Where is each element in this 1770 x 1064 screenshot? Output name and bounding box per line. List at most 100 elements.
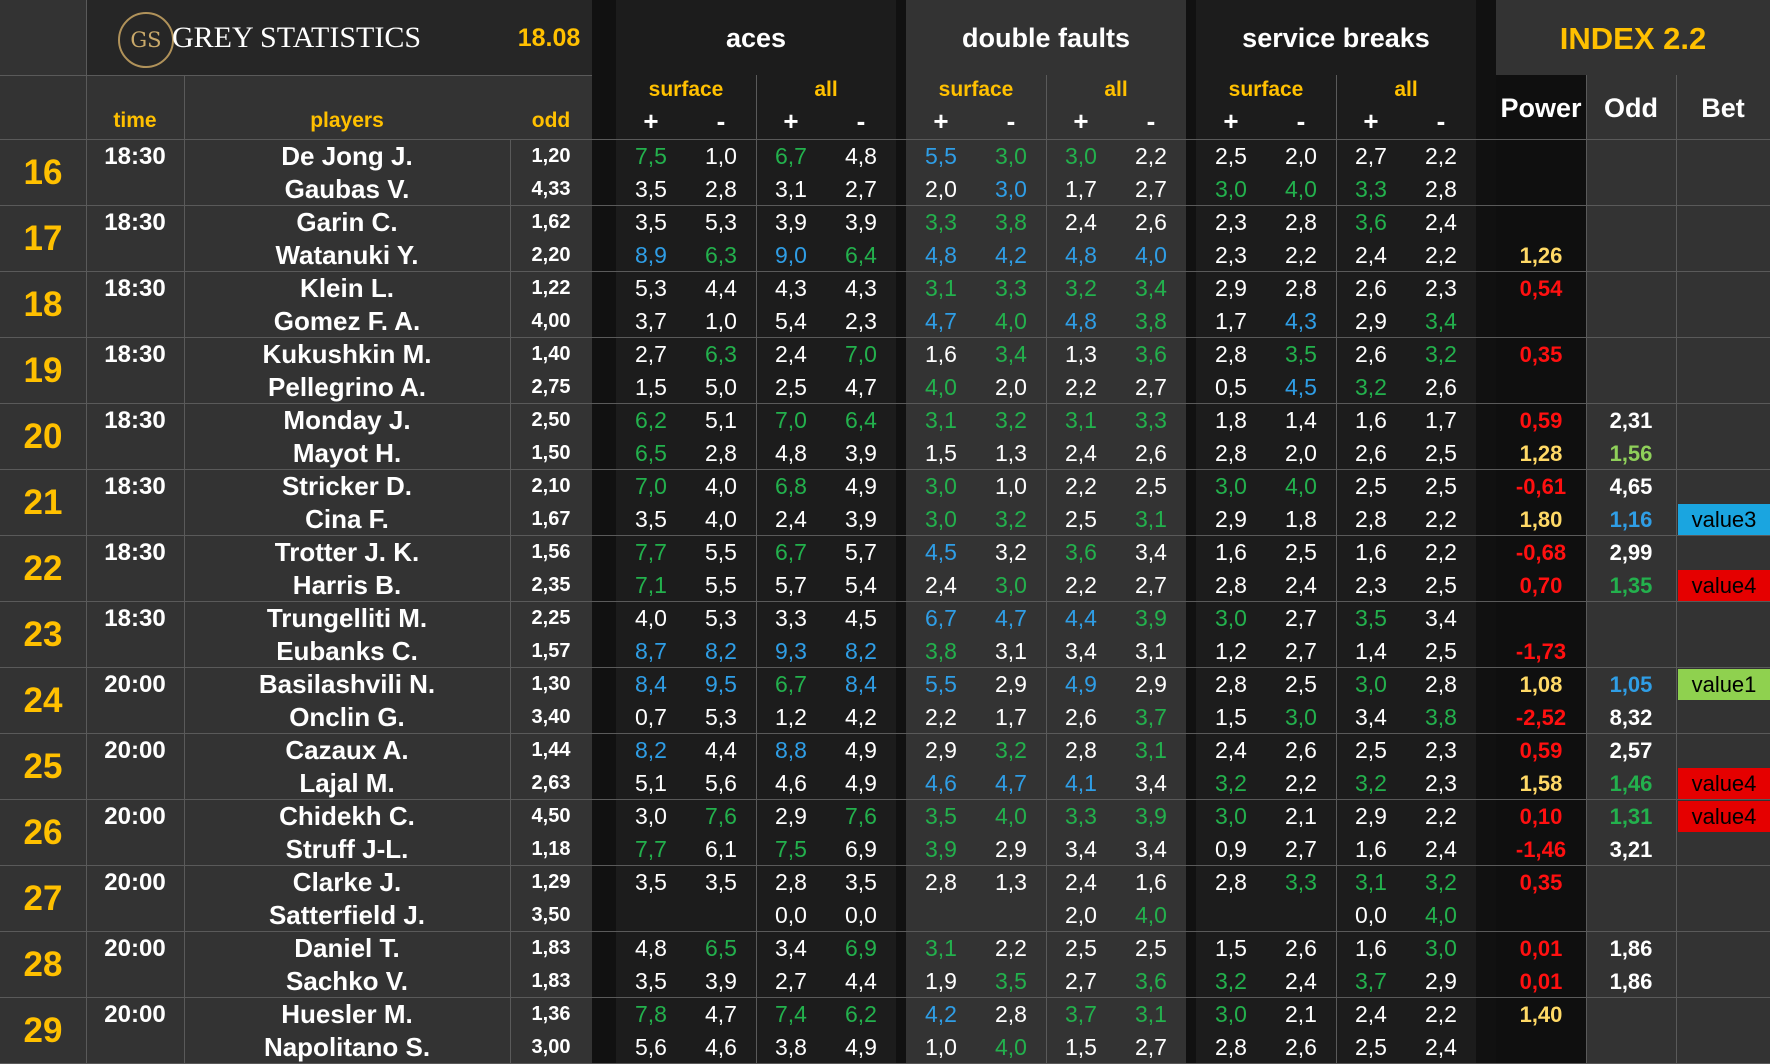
stat-value: 3,9 (705, 968, 737, 994)
match-number-26: 26 (23, 813, 63, 852)
match-number-25: 25 (23, 747, 63, 786)
stat-value: 1,2 (775, 704, 807, 730)
power-value: 1,58 (1519, 770, 1563, 796)
stat-value: 5,3 (635, 275, 667, 301)
stat-value: 1,5 (1065, 1034, 1097, 1060)
stat-value: 2,5 (1425, 638, 1457, 664)
stat-value: 3,1 (1135, 638, 1167, 664)
match-number-23: 23 (23, 615, 63, 654)
hline-head (0, 75, 592, 76)
stat-value: 3,2 (1425, 869, 1457, 895)
stat-value: 3,0 (995, 143, 1027, 169)
match-time-22: 18:30 (104, 538, 166, 566)
stat-value: 8,8 (775, 737, 807, 763)
stat-value: 4,6 (705, 1034, 737, 1060)
player-odd: 2,50 (531, 409, 571, 431)
stat-value: 1,8 (1285, 506, 1317, 532)
stat-value: 2,5 (1425, 572, 1457, 598)
sub-all-1: all (1104, 78, 1128, 101)
player-odd: 1,83 (531, 970, 571, 992)
stat-value: 4,4 (705, 275, 737, 301)
stat-value: 3,8 (995, 209, 1027, 235)
stat-value (906, 899, 976, 932)
stat-value: 3,1 (1065, 407, 1097, 433)
stat-value: 3,2 (995, 539, 1027, 565)
stat-value: 3,3 (995, 275, 1027, 301)
player-odd: 3,50 (531, 904, 571, 926)
stat-value: 5,5 (925, 143, 957, 169)
player-odd: 4,33 (531, 178, 571, 200)
stat-value: 1,5 (635, 374, 667, 400)
stat-value: 8,4 (635, 671, 667, 697)
player-name: Gaubas V. (284, 174, 410, 204)
pm-header-0: + (643, 105, 659, 136)
group-title-2: service breaks (1242, 22, 1430, 53)
match-time-19: 18:30 (104, 340, 166, 368)
stat-value: 2,0 (925, 176, 957, 202)
stat-value (1266, 899, 1336, 932)
pm-header-1: - (716, 105, 726, 136)
stat-value: 4,1 (1065, 770, 1097, 796)
col-odd2: Odd (1604, 92, 1658, 123)
stat-value: 5,4 (845, 572, 877, 598)
sub-all-0: all (814, 78, 838, 101)
stat-value: 6,9 (845, 836, 877, 862)
stat-value: 1,6 (1135, 869, 1167, 895)
stat-value: 2,8 (1065, 737, 1097, 763)
player-odd: 3,40 (531, 706, 571, 728)
stat-value: 2,4 (775, 341, 807, 367)
stat-value: 4,7 (995, 770, 1027, 796)
stat-value: 2,7 (1135, 374, 1167, 400)
stat-value: 8,9 (635, 242, 667, 268)
row-divider-3 (0, 403, 1770, 404)
index-odd-value: 1,31 (1609, 803, 1653, 829)
player-name: Stricker D. (281, 471, 413, 501)
index-odd-value: 1,86 (1609, 935, 1653, 961)
match-number-27: 27 (23, 879, 63, 918)
stat-value: 4,8 (1065, 308, 1097, 334)
stat-value: 4,0 (1285, 473, 1317, 499)
stat-value: 2,5 (1285, 671, 1317, 697)
stat-value: 3,9 (845, 506, 877, 532)
stat-value: 2,6 (1285, 737, 1317, 763)
player-name: Napolitano S. (263, 1032, 431, 1062)
stat-value: 6,3 (705, 341, 737, 367)
index-title: INDEX 2.2 (1559, 21, 1707, 56)
stat-value: 1,7 (1425, 407, 1457, 433)
stat-value: 3,1 (1135, 506, 1167, 532)
row-divider-8 (0, 733, 1770, 734)
stat-value: 1,0 (995, 473, 1027, 499)
stat-value: 6,5 (705, 935, 737, 961)
stat-value: 2,7 (1285, 605, 1317, 631)
power-value: 0,54 (1519, 275, 1563, 301)
stat-value: 2,5 (775, 374, 807, 400)
stat-value: 2,6 (1425, 374, 1457, 400)
stat-value: 2,3 (1425, 770, 1457, 796)
stat-value: 0,0 (845, 902, 877, 928)
player-name: Gomez F. A. (273, 306, 421, 336)
player-name: Basilashvili N. (258, 669, 436, 699)
sub-all-2: all (1394, 78, 1418, 101)
power-value: -0,68 (1515, 539, 1567, 565)
stat-value: 2,2 (1065, 374, 1097, 400)
match-time-16: 18:30 (104, 142, 166, 170)
stat-value: 3,9 (1135, 803, 1167, 829)
header-date: 18.08 (517, 23, 581, 52)
stat-value: 2,5 (1135, 935, 1167, 961)
stat-value: 5,1 (705, 407, 737, 433)
match-time-27: 20:00 (104, 868, 166, 896)
stat-value: 2,9 (1425, 968, 1457, 994)
stat-value: 5,0 (705, 374, 737, 400)
stat-value: 6,1 (705, 836, 737, 862)
power-value: 1,28 (1519, 440, 1563, 466)
player-name: Klein L. (300, 273, 394, 303)
player-odd: 1,50 (531, 442, 571, 464)
stat-value: 4,2 (845, 704, 877, 730)
stat-value: 2,8 (1215, 1034, 1247, 1060)
stat-value: 6,4 (845, 242, 877, 268)
stat-value: 8,4 (845, 671, 877, 697)
stat-value: 8,2 (635, 737, 667, 763)
stat-value: 2,2 (1425, 506, 1457, 532)
stat-value: 2,9 (925, 737, 957, 763)
stat-value: 2,8 (1285, 209, 1317, 235)
